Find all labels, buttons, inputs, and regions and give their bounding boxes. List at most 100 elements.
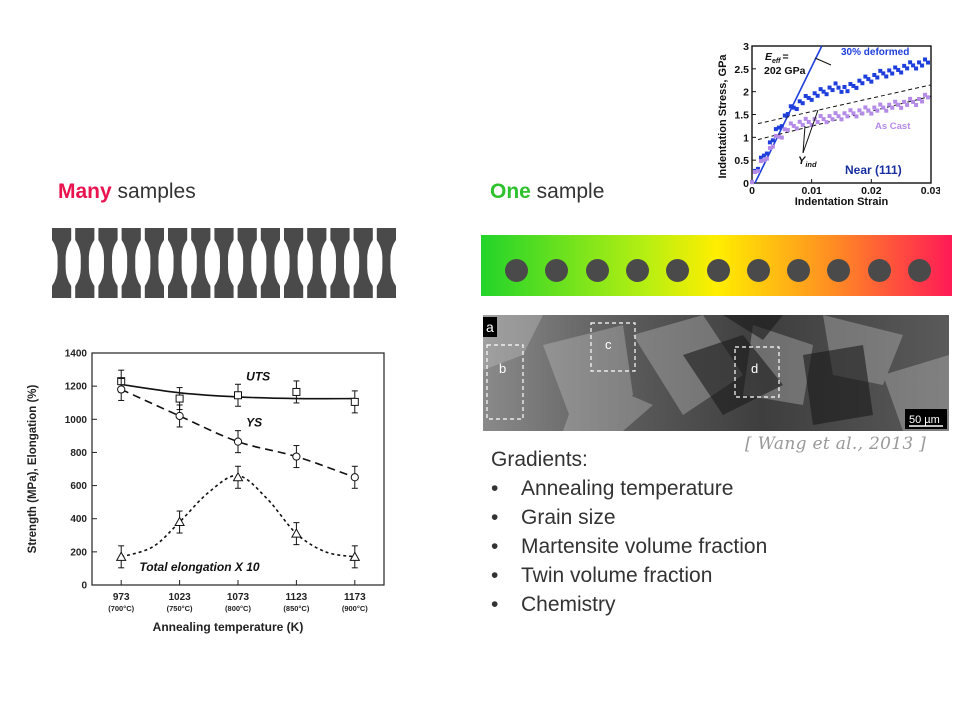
micrograph-label-b: b: [499, 361, 506, 376]
data-point: [761, 158, 766, 163]
gradient-list-item: • Grain size: [491, 505, 767, 534]
tensile-sample: [214, 228, 234, 298]
data-point: [911, 99, 916, 104]
y-axis-label: Indentation Stress, GPa: [717, 54, 729, 179]
data-point: [803, 94, 808, 99]
data-point: [878, 68, 883, 73]
series-0: [117, 369, 359, 414]
data-point: [917, 96, 922, 101]
region-b-box: [486, 344, 524, 420]
tensile-sample: [330, 228, 350, 298]
data-point: [779, 124, 784, 129]
one-sample-heading: One sample: [490, 180, 605, 203]
data-point: [908, 96, 913, 101]
sample-spot: [625, 259, 649, 282]
data-point: [758, 155, 763, 160]
data-point: [890, 105, 895, 110]
x-tick-label: 0.01: [801, 185, 822, 197]
data-point: [234, 391, 242, 400]
data-point: [827, 85, 832, 90]
data-point: [292, 387, 301, 396]
data-point: [872, 105, 877, 110]
data-point: [770, 138, 775, 143]
sample-spot: [545, 259, 569, 282]
series-label-deformed: 30% deformed: [841, 47, 909, 58]
gradient-item-label: Chemistry: [521, 593, 616, 616]
data-point: [818, 113, 823, 118]
sample-spot: [746, 259, 770, 282]
data-point: [791, 105, 796, 110]
hardening-fit-deformed: [757, 84, 932, 125]
data-point: [752, 170, 757, 175]
data-point: [893, 65, 898, 70]
series-label: Total elongation X 10: [139, 560, 260, 574]
data-point: [863, 105, 868, 110]
tensile-sample: [353, 228, 373, 298]
x-tick-sublabel: (850°C): [283, 604, 309, 613]
tensile-samples-illustration: [52, 228, 396, 298]
data-point: [800, 122, 805, 127]
data-point: [764, 151, 769, 156]
x-tick-sublabel: (800°C): [225, 604, 251, 613]
y-tick-label: 1: [743, 132, 749, 144]
microstructure-micrograph: a b c d 50 µm: [483, 315, 949, 431]
sample-spot: [827, 259, 851, 282]
series-1: [117, 377, 359, 489]
data-point: [175, 394, 184, 403]
data-point: [848, 82, 853, 87]
data-point: [878, 102, 883, 107]
gradient-list-item: • Annealing temperature: [491, 476, 767, 505]
data-point: [842, 84, 847, 89]
gradient-sample-bar: [481, 235, 952, 296]
tensile-sample: [260, 228, 280, 298]
data-point: [776, 134, 781, 139]
yield-annotation: Yind: [798, 155, 817, 169]
data-point: [899, 70, 904, 75]
data-point: [782, 113, 787, 118]
data-point: [860, 81, 865, 86]
data-point: [821, 117, 826, 122]
data-point: [845, 89, 850, 94]
y-tick-label: 2.5: [734, 64, 749, 76]
data-point: [758, 159, 763, 164]
data-point: [926, 60, 931, 65]
data-point: [887, 102, 892, 107]
gradient-item-label: Martensite volume fraction: [521, 535, 768, 558]
micrograph-label-a: a: [486, 319, 494, 335]
data-point: [815, 93, 820, 98]
data-point: [917, 60, 922, 65]
data-point: [830, 88, 835, 93]
data-point: [911, 63, 916, 68]
data-point: [896, 67, 901, 72]
data-point: [767, 140, 772, 145]
y-tick-label: 2: [743, 87, 749, 99]
modulus-value: 202 GPa: [764, 65, 806, 77]
data-point: [854, 85, 859, 90]
data-point: [875, 108, 880, 113]
micrograph-label-c: c: [605, 337, 612, 352]
data-point: [923, 92, 928, 97]
series-label: UTS: [246, 369, 270, 383]
data-point: [350, 473, 359, 482]
data-point: [914, 66, 919, 71]
data-point: [848, 108, 853, 113]
sample-spot: [867, 259, 891, 282]
data-point: [839, 89, 844, 94]
tensile-sample: [168, 228, 188, 298]
data-point: [869, 111, 874, 116]
tensile-sample: [121, 228, 141, 298]
data-point: [881, 105, 886, 110]
data-point: [797, 119, 802, 124]
data-point: [836, 85, 841, 90]
data-point: [920, 63, 925, 68]
tensile-sample: [307, 228, 327, 298]
y-tick-label: 1200: [65, 382, 88, 393]
data-point: [174, 516, 185, 527]
data-point: [884, 108, 889, 113]
sample-spot: [585, 259, 609, 282]
tensile-sample: [376, 228, 396, 298]
data-point: [842, 111, 847, 116]
tensile-sample: [237, 228, 257, 298]
data-point: [833, 111, 838, 116]
data-point: [851, 83, 856, 88]
